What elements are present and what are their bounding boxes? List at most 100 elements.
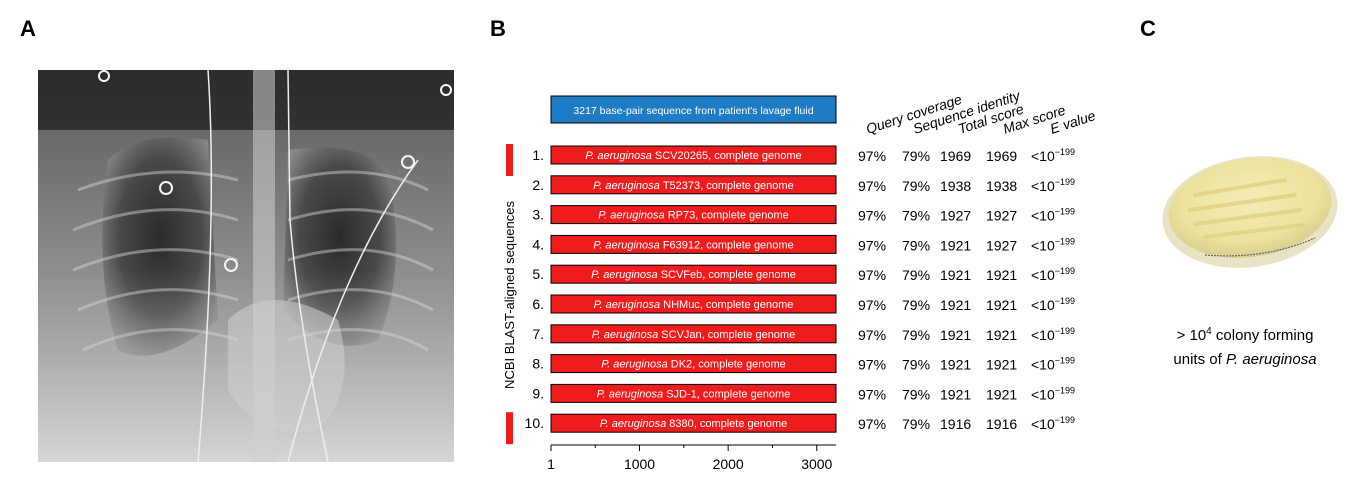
row-rank: 9.	[532, 385, 544, 401]
hit-row: 6. P. aeruginosa NHMuc, complete genome 97…	[532, 294, 1075, 314]
hit-bar	[550, 294, 837, 314]
caption-species: P. aeruginosa	[1225, 351, 1317, 368]
row-value: 1916	[986, 416, 1017, 432]
row-value: 1921	[986, 267, 1017, 283]
x-tick-label: 1	[547, 456, 555, 472]
query-sequence-label: 3217 base-pair sequence from patient's l…	[573, 105, 813, 117]
row-value: 97%	[858, 297, 886, 313]
hit-label: P. aeruginosa NHMuc, complete genome	[594, 299, 794, 311]
chest-xray-image	[38, 70, 454, 462]
hit-bar	[550, 264, 837, 284]
plate-caption: > 104 colony forming units of P. aerugin…	[1140, 320, 1350, 372]
row-value: 1927	[986, 208, 1017, 224]
y-axis-label: NCBI BLAST-aligned sequences	[502, 201, 517, 389]
row-value: 1916	[940, 416, 971, 432]
hit-bar	[550, 413, 837, 433]
row-value: 1921	[986, 297, 1017, 313]
hit-strain: RP73, complete genome	[668, 210, 789, 222]
row-evalue: <10−199	[1031, 236, 1075, 253]
row-rank: 2.	[532, 177, 544, 193]
row-rank: 1.	[532, 147, 544, 163]
row-value: 97%	[858, 357, 886, 373]
query-sequence-bar	[550, 95, 837, 124]
row-value: 97%	[858, 208, 886, 224]
hit-strain: SCV20265, complete genome	[655, 150, 802, 162]
row-value: 1927	[986, 237, 1017, 253]
hit-species: P. aeruginosa	[592, 329, 662, 341]
hit-strain: SCVJan, complete genome	[661, 329, 795, 341]
hit-row: 5. P. aeruginosa SCVFeb, complete genome 9…	[532, 264, 1075, 284]
row-evalue: <10−199	[1031, 177, 1075, 194]
hit-bar	[550, 175, 837, 195]
row-rank: 5.	[532, 266, 544, 282]
hit-label: P. aeruginosa SCV20265, complete genome	[585, 150, 801, 162]
row-value: 97%	[858, 416, 886, 432]
row-value: 79%	[902, 237, 930, 253]
row-evalue: <10−199	[1031, 296, 1075, 313]
x-tick-label: 1000	[624, 456, 655, 472]
hit-row: 3. P. aeruginosa RP73, complete genome 97%…	[532, 205, 1075, 225]
row-evalue: <10−199	[1031, 326, 1075, 343]
row-rank: 8.	[532, 356, 544, 372]
hit-label: P. aeruginosa T52373, complete genome	[593, 180, 793, 192]
hit-label: P. aeruginosa F63912, complete genome	[593, 239, 793, 251]
row-value: 1921	[940, 237, 971, 253]
hit-label: P. aeruginosa SCVFeb, complete genome	[591, 269, 796, 281]
hit-bar	[550, 205, 837, 225]
culture-plate-image	[1162, 156, 1338, 268]
row-value: 79%	[902, 178, 930, 194]
row-rank: 4.	[532, 236, 544, 252]
hit-strain: SJD-1, complete genome	[666, 388, 790, 400]
hit-bar	[550, 324, 837, 344]
hit-species: P. aeruginosa	[600, 418, 670, 430]
highlight-marker	[506, 412, 513, 445]
row-rank: 7.	[532, 326, 544, 342]
row-value: 1921	[940, 267, 971, 283]
row-value: 1921	[940, 327, 971, 343]
panel-label-a: A	[20, 16, 36, 41]
hit-row: 2. P. aeruginosa T52373, complete genome 9…	[532, 175, 1075, 195]
row-evalue: <10−199	[1031, 385, 1075, 402]
row-value: 1921	[940, 297, 971, 313]
hit-label: P. aeruginosa SCVJan, complete genome	[592, 329, 795, 341]
panel-label-b: B	[490, 16, 506, 41]
hit-species: P. aeruginosa	[593, 239, 663, 251]
hit-label: P. aeruginosa DK2, complete genome	[601, 359, 785, 371]
row-value: 79%	[902, 267, 930, 283]
x-tick-label: 2000	[713, 456, 744, 472]
row-value: 97%	[858, 237, 886, 253]
hit-bar	[550, 145, 837, 165]
hit-label: P. aeruginosa 8380, complete genome	[600, 418, 788, 430]
row-rank: 10.	[525, 415, 544, 431]
hit-row: 10. P. aeruginosa 8380, complete genome 97…	[506, 412, 1075, 445]
row-value: 1921	[986, 386, 1017, 402]
row-value: 97%	[858, 148, 886, 164]
row-value: 1921	[940, 386, 971, 402]
row-value: 97%	[858, 267, 886, 283]
hit-strain: 8380, complete genome	[669, 418, 787, 430]
hit-strain: T52373, complete genome	[663, 180, 794, 192]
row-value: 97%	[858, 327, 886, 343]
row-value: 1927	[940, 208, 971, 224]
hit-label: P. aeruginosa SJD-1, complete genome	[597, 388, 791, 400]
x-tick-label: 3000	[801, 456, 832, 472]
row-value: 79%	[902, 416, 930, 432]
hit-bar	[550, 354, 837, 374]
row-evalue: <10−199	[1031, 147, 1075, 164]
row-evalue: <10−199	[1031, 266, 1075, 283]
blast-alignment-figure: 3217 base-pair sequence from patient's l…	[502, 87, 1098, 472]
panel-label-c: C	[1140, 16, 1156, 41]
hit-strain: NHMuc, complete genome	[663, 299, 793, 311]
row-rank: 6.	[532, 296, 544, 312]
hit-species: P. aeruginosa	[598, 210, 668, 222]
hit-species: P. aeruginosa	[591, 269, 661, 281]
hit-row: 4. P. aeruginosa F63912, complete genome 9…	[532, 234, 1075, 254]
row-value: 79%	[902, 148, 930, 164]
row-evalue: <10−199	[1031, 415, 1075, 432]
hit-species: P. aeruginosa	[597, 388, 667, 400]
hit-row: 8. P. aeruginosa DK2, complete genome 97% 7…	[532, 354, 1075, 374]
row-value: 97%	[858, 386, 886, 402]
hit-strain: F63912, complete genome	[663, 239, 794, 251]
hit-species: P. aeruginosa	[594, 299, 664, 311]
